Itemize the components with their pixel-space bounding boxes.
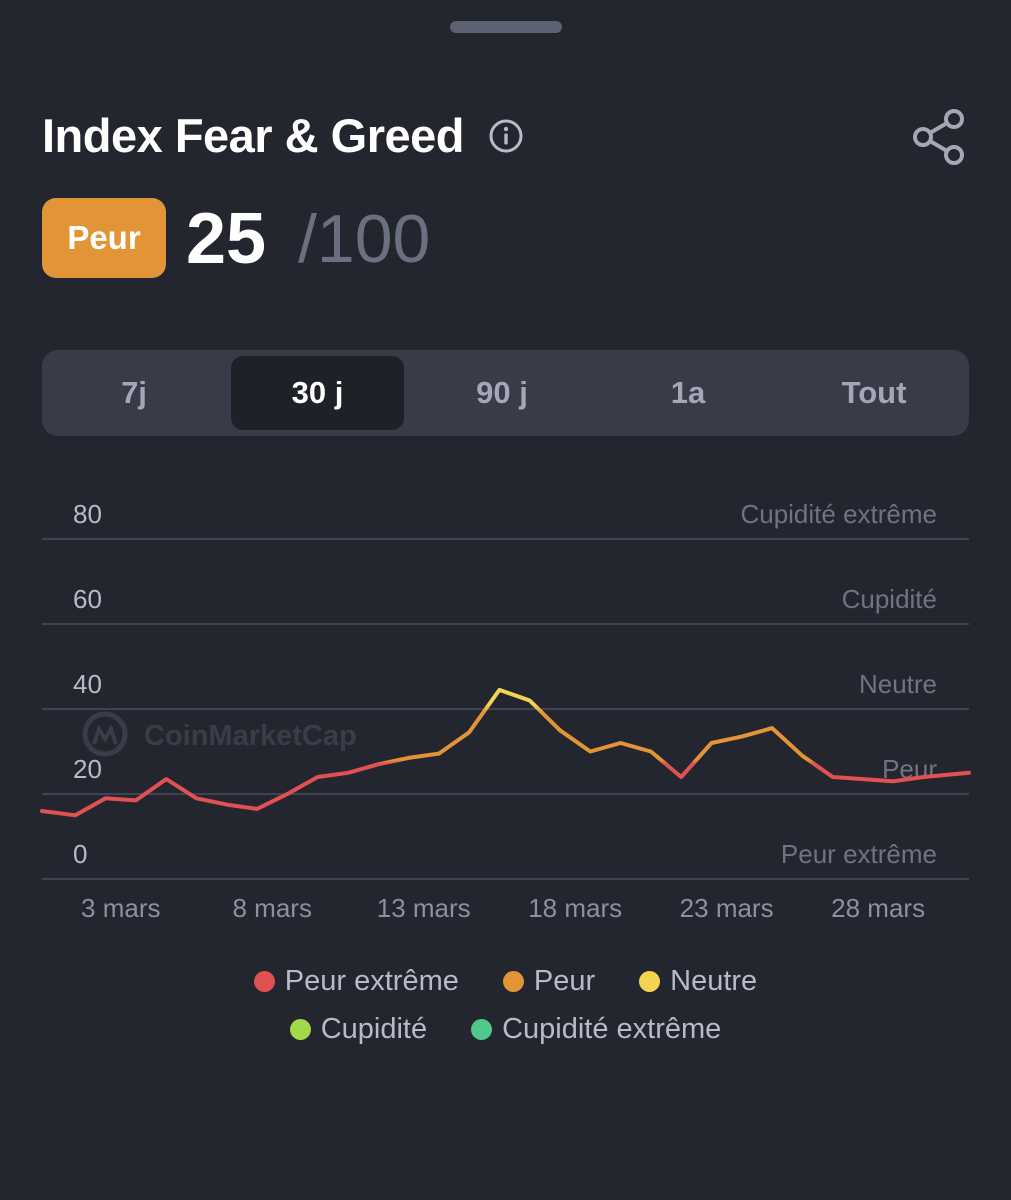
sentiment-badge: Peur <box>42 198 166 278</box>
legend-label: Neutre <box>670 965 758 997</box>
x-tick-label: 23 mars <box>680 893 774 923</box>
score-max: /100 <box>298 201 431 277</box>
x-tick-label: 18 mars <box>528 893 622 923</box>
tab-1a[interactable]: 1a <box>670 375 706 410</box>
watermark-text: CoinMarketCap <box>144 720 357 752</box>
tab-7j[interactable]: 7j <box>121 375 147 410</box>
legend-item-cupidite[interactable]: Cupidité <box>289 1013 428 1046</box>
y-tick-label: 80 <box>73 499 102 529</box>
info-circle-icon[interactable] <box>488 118 524 154</box>
x-axis-tick-labels: 3 mars 8 mars 13 mars 18 mars 23 mars 28 mars <box>81 893 925 923</box>
time-range-tabs: 7j 30 j 90 j 1a Tout <box>42 350 969 436</box>
legend-dot-icon <box>471 1019 493 1040</box>
zone-label: Cupidité extrême <box>740 499 937 529</box>
chart-gridlines <box>42 538 969 880</box>
legend-item-cupidite-extreme[interactable]: Cupidité extrême <box>471 1013 721 1046</box>
legend-item-peur-extreme[interactable]: Peur extrême <box>253 965 459 998</box>
score-value: 25 <box>186 199 267 279</box>
share-icon[interactable] <box>912 108 966 166</box>
legend-label: Peur <box>533 965 596 997</box>
y-tick-label: 0 <box>73 839 87 869</box>
legend-dot-icon <box>639 971 661 992</box>
y-tick-label: 20 <box>73 754 102 784</box>
y-axis-tick-labels: 0 20 40 60 80 <box>73 499 102 869</box>
coinmarketcap-logo-icon <box>82 711 128 757</box>
legend-dot-icon <box>502 971 524 992</box>
page-title: Index Fear & Greed <box>42 109 465 162</box>
tab-tout[interactable]: Tout <box>841 375 907 410</box>
sheet-grabber-handle[interactable] <box>450 21 562 33</box>
legend-item-peur[interactable]: Peur <box>502 965 596 998</box>
x-tick-label: 8 mars <box>233 893 312 923</box>
legend-row-2: Cupidité Cupidité extrême <box>0 1013 1011 1046</box>
x-tick-label: 13 mars <box>377 893 471 923</box>
zone-label: Cupidité <box>842 584 937 614</box>
legend-label: Cupidité extrême <box>502 1013 722 1045</box>
tab-30j[interactable]: 30 j <box>231 356 404 430</box>
legend-label: Peur extrême <box>284 965 459 997</box>
zone-label: Neutre <box>859 669 937 699</box>
legend-label: Cupidité <box>320 1013 428 1045</box>
coinmarketcap-watermark: CoinMarketCap <box>82 711 357 757</box>
x-tick-label: 28 mars <box>831 893 925 923</box>
legend-dot-icon <box>289 1019 311 1040</box>
y-tick-label: 40 <box>73 669 102 699</box>
x-tick-label: 3 mars <box>81 893 160 923</box>
legend-item-neutre[interactable]: Neutre <box>639 965 757 998</box>
tab-90j[interactable]: 90 j <box>476 375 528 410</box>
y-tick-label: 60 <box>73 584 102 614</box>
legend-dot-icon <box>253 971 275 992</box>
legend-row-1: Peur extrême Peur Neutre <box>0 965 1011 998</box>
zone-label: Peur extrême <box>781 839 937 869</box>
series-line <box>40 687 971 818</box>
